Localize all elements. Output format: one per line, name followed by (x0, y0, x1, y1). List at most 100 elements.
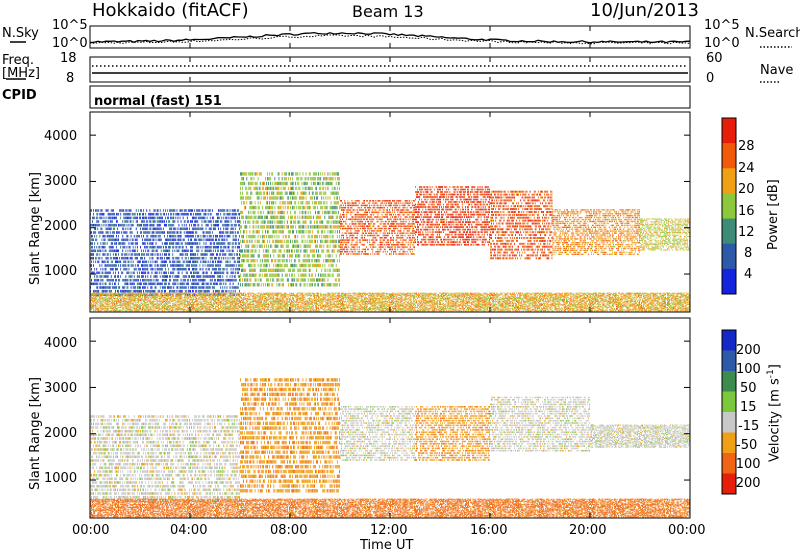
power-cells-cell (311, 240, 312, 243)
power-cells-cell (275, 230, 276, 233)
power-cells-cell (106, 209, 107, 212)
power-cells-cell (143, 272, 144, 275)
power-cells-cell (103, 220, 104, 223)
power-cells-cell (256, 278, 257, 281)
power-cells-cell (194, 286, 195, 289)
power-cells-cell (208, 286, 209, 289)
power-cells-cell (310, 245, 311, 248)
power-cells-cell (285, 172, 286, 175)
power-cells-cell (122, 290, 123, 293)
power-cells-cell (254, 269, 255, 272)
power-cells-cell (210, 283, 211, 286)
power-cells-cell (123, 268, 124, 271)
power-cells-cell (219, 264, 220, 267)
power-cells-cell (224, 246, 225, 249)
power-cells-cell (128, 213, 129, 216)
power-cells-cell (262, 216, 263, 219)
power-cells-cell (279, 283, 280, 286)
power-cells-cell (216, 253, 217, 256)
power-cells-cell (304, 206, 305, 209)
power-cells-cell (232, 246, 233, 249)
power-cells-cell (196, 261, 197, 264)
power-cells-cell (260, 211, 261, 214)
power-cells-cell (197, 261, 198, 264)
power-cells-cell (132, 231, 133, 234)
power-cells-cell (161, 264, 162, 267)
power-cells-cell (194, 209, 195, 212)
power-cells-cell (136, 268, 137, 271)
power-cells-cell (234, 239, 235, 242)
power-cells-cell (263, 211, 264, 214)
power-cells-cell (97, 250, 98, 253)
power-cells-cell (233, 279, 234, 282)
power-cells-cell (215, 246, 216, 249)
power-cells-cell (257, 172, 258, 175)
power-cells-cell (213, 228, 214, 231)
power-cells-cell (270, 211, 271, 214)
power-cells-cell (229, 217, 230, 220)
power-cells-cell (135, 217, 136, 220)
power-cells-cell (203, 228, 204, 231)
power-cells-cell (284, 254, 285, 257)
power-cells-cell (98, 209, 99, 212)
power-cells-cell (168, 253, 169, 256)
power-cells-cell (128, 279, 129, 282)
power-cells-cell (204, 261, 205, 264)
power-cells-cell (167, 235, 168, 238)
power-cells-cell (279, 182, 280, 185)
power-cells-cell (188, 290, 189, 293)
power-cells-cell (206, 253, 207, 256)
power-cells-cell (245, 172, 246, 175)
power-cells-cell (222, 250, 223, 253)
power-cells-cell (99, 253, 100, 256)
power-cells-cell (234, 213, 235, 216)
power-cells-cell (165, 217, 166, 220)
power-cells-cell (191, 257, 192, 260)
power-cells-cell (249, 216, 250, 219)
power-cells-cell (281, 196, 282, 199)
power-cells-cell (133, 272, 134, 275)
power-cells-cell (104, 224, 105, 227)
power-cells-cell (175, 257, 176, 260)
power-cells-cell (173, 279, 174, 282)
power-cells-cell (188, 231, 189, 234)
power-cells-cell (311, 187, 312, 190)
power-cells-cell (285, 274, 286, 277)
power-cells-cell (262, 235, 263, 238)
power-cells-cell (308, 259, 309, 262)
power-cells-cell (111, 250, 112, 253)
power-cells-cell (223, 253, 224, 256)
power-cells-cell (217, 272, 218, 275)
power-cells-cell (267, 264, 268, 267)
power-cells-cell (265, 220, 266, 223)
power-cells-cell (173, 268, 174, 271)
power-cells-cell (107, 261, 108, 264)
power-cells-cell (193, 290, 194, 293)
power-cells-cell (109, 286, 110, 289)
power-cells-cell (295, 216, 296, 219)
power-cells-cell (310, 249, 311, 252)
power-cells-cell (262, 206, 263, 209)
power-cells-cell (165, 283, 166, 286)
power-cells-cell (259, 240, 260, 243)
power-cells-cell (128, 235, 129, 238)
power-cells-cell (221, 217, 222, 220)
power-cells-cell (243, 196, 244, 199)
power-cells-cell (262, 245, 263, 248)
power-cells-cell (110, 246, 111, 249)
power-cells-cell (188, 279, 189, 282)
power-cells-cell (178, 217, 179, 220)
power-cells-cell (212, 261, 213, 264)
power-cells-cell (106, 286, 107, 289)
power-cells-cell (106, 217, 107, 220)
power-cells-cell (148, 213, 149, 216)
power-cells-cell (271, 206, 272, 209)
power-cells-cell (165, 239, 166, 242)
power-cells-cell (168, 231, 169, 234)
power-cells-cell (152, 257, 153, 260)
power-cells-cell (188, 283, 189, 286)
power-cells-cell (228, 261, 229, 264)
power-cells-cell (271, 283, 272, 286)
power-cells-cell (290, 211, 291, 214)
power-cells-cell (228, 224, 229, 227)
